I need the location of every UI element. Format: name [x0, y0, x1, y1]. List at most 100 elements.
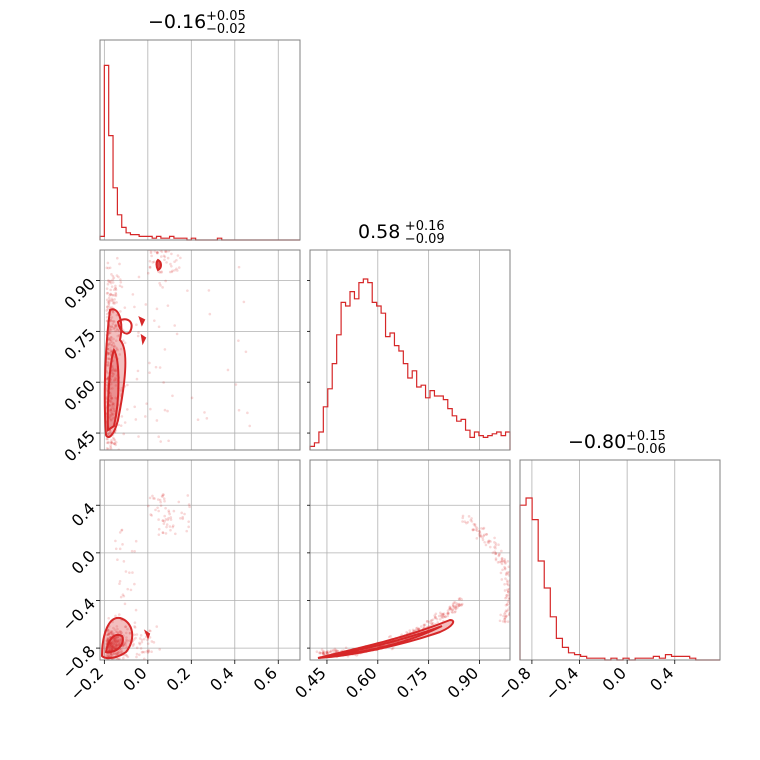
sample-point	[114, 644, 118, 648]
sample-point	[114, 638, 118, 641]
sample-point	[109, 382, 113, 386]
sample-point	[152, 260, 156, 264]
sample-point	[123, 642, 126, 646]
sample-point	[124, 570, 128, 573]
sample-point	[124, 625, 127, 629]
sample-point	[114, 346, 118, 349]
sample-point	[108, 331, 111, 335]
sample-point	[109, 346, 112, 350]
sample-point	[111, 645, 114, 649]
sample-point	[494, 552, 497, 556]
sample-point	[186, 289, 189, 292]
sample-point	[126, 587, 130, 591]
sample-point	[430, 622, 433, 625]
sample-point	[177, 500, 181, 504]
sample-point	[512, 587, 515, 590]
sample-point	[319, 651, 323, 655]
sample-point	[118, 531, 122, 534]
sample-point	[237, 408, 241, 412]
sample-point	[120, 415, 124, 418]
sample-point	[110, 630, 113, 633]
sample-point	[116, 635, 119, 639]
sample-point	[167, 250, 171, 253]
sample-point	[454, 605, 458, 608]
sample-point	[333, 650, 337, 653]
sample-point	[108, 404, 112, 407]
sample-point	[106, 637, 110, 641]
sample-point	[237, 339, 240, 342]
sample-point	[112, 368, 116, 372]
sample-point	[164, 506, 167, 510]
sample-point	[109, 672, 112, 675]
sample-point	[457, 602, 460, 606]
sample-point	[161, 519, 165, 523]
sample-point	[497, 553, 501, 557]
sample-point	[118, 630, 121, 634]
sample-point	[112, 632, 116, 635]
sample-point	[493, 536, 496, 540]
sample-point	[165, 246, 168, 249]
sample-point	[146, 642, 150, 645]
sample-point	[109, 419, 113, 422]
sample-point	[115, 301, 118, 304]
sample-point	[439, 611, 442, 615]
sample-point	[106, 291, 110, 295]
sample-point	[110, 375, 113, 378]
sample-point	[321, 651, 325, 655]
sample-point	[117, 613, 121, 616]
sample-point	[107, 352, 111, 355]
sample-point	[128, 632, 132, 635]
sample-point	[476, 527, 479, 530]
sample-point	[109, 281, 113, 285]
sample-point	[110, 460, 113, 463]
sample-point	[109, 336, 113, 339]
sample-point	[115, 651, 119, 655]
sample-point	[460, 603, 463, 607]
sample-point	[441, 613, 445, 617]
sample-point	[108, 338, 111, 342]
sample-point	[110, 644, 114, 648]
sample-point	[109, 328, 113, 331]
sample-point	[172, 509, 176, 513]
sample-point	[430, 619, 433, 622]
sample-point	[111, 278, 115, 281]
hist-panel-1	[309, 249, 511, 451]
sample-point	[494, 542, 498, 545]
sample-point	[140, 638, 144, 642]
sample-point	[169, 528, 172, 532]
sample-point	[181, 515, 185, 519]
sample-point	[134, 608, 138, 612]
sample-point	[494, 558, 498, 562]
sample-point	[387, 635, 391, 639]
sample-point	[116, 334, 120, 338]
sample-point	[132, 638, 136, 641]
sample-point	[170, 270, 174, 274]
sample-point	[110, 641, 114, 644]
sample-point	[163, 348, 167, 351]
sample-point	[505, 614, 508, 618]
sample-point	[190, 396, 194, 400]
sample-point	[471, 528, 475, 532]
sample-point	[110, 647, 114, 651]
sample-point	[503, 616, 507, 620]
tick-label-x: 0.60	[342, 663, 381, 702]
sample-point	[478, 530, 482, 534]
sample-point	[133, 626, 137, 629]
sample-point	[446, 611, 450, 615]
sample-point	[439, 613, 443, 616]
panel-frame	[309, 249, 511, 451]
sample-point	[109, 408, 113, 411]
sample-point	[110, 660, 113, 663]
sample-point	[109, 630, 112, 634]
sample-point	[322, 650, 325, 653]
sample-point	[442, 612, 446, 615]
sample-point	[105, 441, 109, 445]
sample-point	[506, 571, 509, 574]
sample-point	[109, 293, 112, 296]
contour-5	[140, 333, 147, 346]
sample-point	[109, 642, 112, 646]
sample-point	[501, 568, 504, 572]
sample-point	[503, 589, 507, 592]
sample-point	[505, 594, 508, 597]
sample-point	[458, 596, 462, 600]
